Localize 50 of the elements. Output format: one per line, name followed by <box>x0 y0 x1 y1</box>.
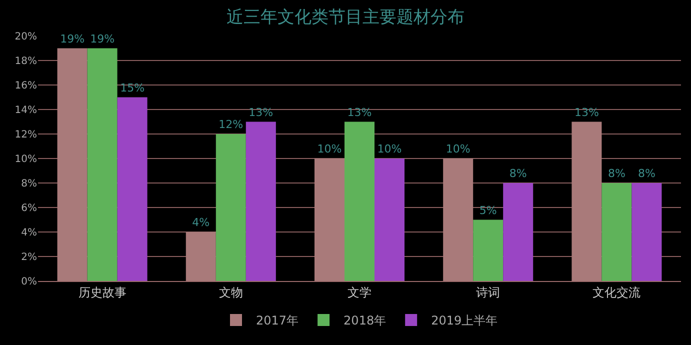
data-label: 8% <box>638 167 656 180</box>
legend-label: 2018年 <box>344 314 386 328</box>
bar <box>246 122 276 281</box>
y-tick-label: 0% <box>21 276 37 288</box>
data-label: 8% <box>509 167 527 180</box>
data-label: 5% <box>479 204 497 217</box>
x-tick-label: 文化交流 <box>592 285 641 300</box>
legend-label: 2019上半年 <box>431 314 498 328</box>
bar <box>602 183 632 281</box>
y-tick-label: 20% <box>14 32 37 42</box>
y-tick-label: 10% <box>14 154 37 165</box>
data-label: 13% <box>347 106 372 119</box>
data-label: 19% <box>60 32 85 46</box>
bar <box>572 122 602 281</box>
data-label: 13% <box>248 106 274 119</box>
y-tick-label: 2% <box>21 252 37 263</box>
y-tick-label: 12% <box>14 130 37 140</box>
bar <box>117 97 148 281</box>
data-label: 4% <box>192 216 210 229</box>
bar <box>374 158 405 281</box>
data-label: 10% <box>317 142 342 156</box>
data-label: 8% <box>608 167 626 180</box>
y-tick-label: 6% <box>21 203 37 214</box>
bar <box>503 183 534 281</box>
bar <box>344 122 374 281</box>
x-tick-label: 诗词 <box>476 285 500 300</box>
bar <box>57 48 88 281</box>
data-label: 13% <box>574 106 599 119</box>
bar <box>186 232 216 281</box>
data-label: 10% <box>446 142 470 156</box>
bar <box>216 134 246 281</box>
chart-title: 近三年文化类节目主要题材分布 <box>226 7 464 28</box>
bar <box>314 158 344 281</box>
x-tick-label: 文学 <box>348 285 372 300</box>
data-label: 19% <box>90 32 115 46</box>
bar <box>443 158 474 281</box>
legend-label: 2017年 <box>256 314 299 328</box>
data-label: 15% <box>120 81 145 94</box>
bar <box>473 220 504 281</box>
x-tick-label: 文物 <box>218 285 243 300</box>
y-tick-label: 16% <box>14 80 37 92</box>
y-tick-label: 4% <box>21 228 37 238</box>
y-tick-label: 14% <box>14 105 37 116</box>
x-tick-label: 历史故事 <box>78 285 126 300</box>
data-label: 12% <box>218 118 244 131</box>
bar <box>87 48 118 281</box>
y-tick-label: 8% <box>21 178 37 190</box>
y-tick-label: 18% <box>14 56 37 67</box>
bar <box>632 183 662 281</box>
data-label: 10% <box>377 142 402 156</box>
